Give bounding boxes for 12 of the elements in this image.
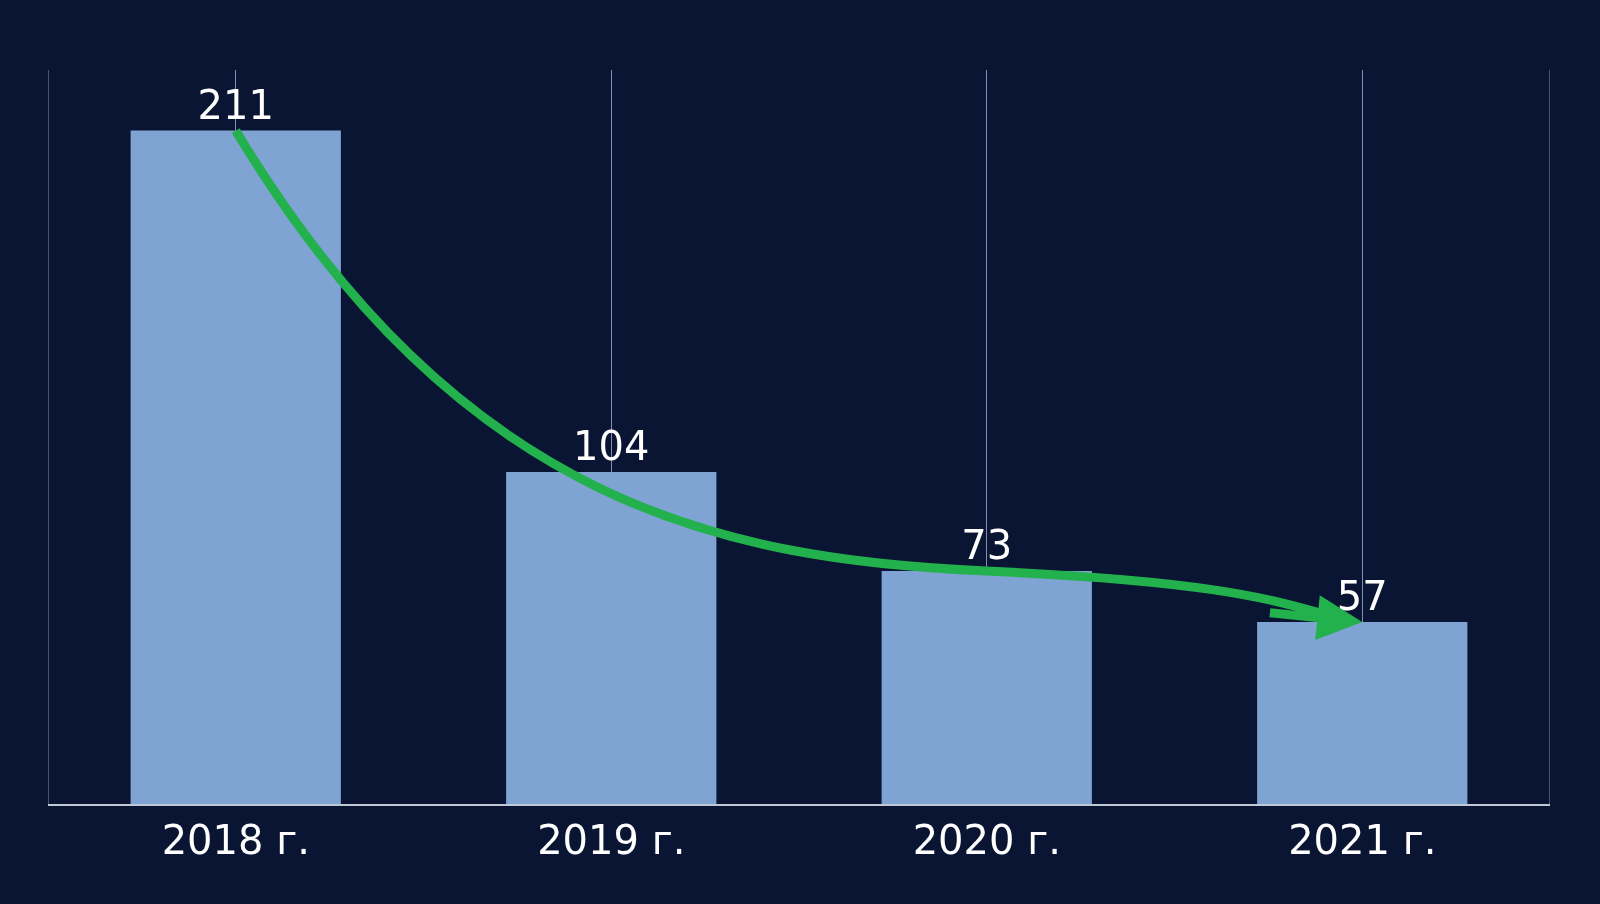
x-tick-label: 2020 г. [912, 817, 1061, 863]
data-label: 57 [1336, 573, 1388, 620]
bar [1257, 622, 1468, 804]
x-tick-label: 2018 г. [161, 817, 310, 863]
bar [130, 130, 341, 804]
bar [506, 472, 717, 804]
x-tick-label: 2019 г. [537, 817, 686, 863]
data-label: 73 [961, 522, 1013, 569]
data-label: 211 [197, 81, 274, 128]
data-label: 104 [573, 423, 650, 470]
bar [881, 571, 1092, 804]
x-tick-label: 2021 г. [1288, 817, 1437, 863]
